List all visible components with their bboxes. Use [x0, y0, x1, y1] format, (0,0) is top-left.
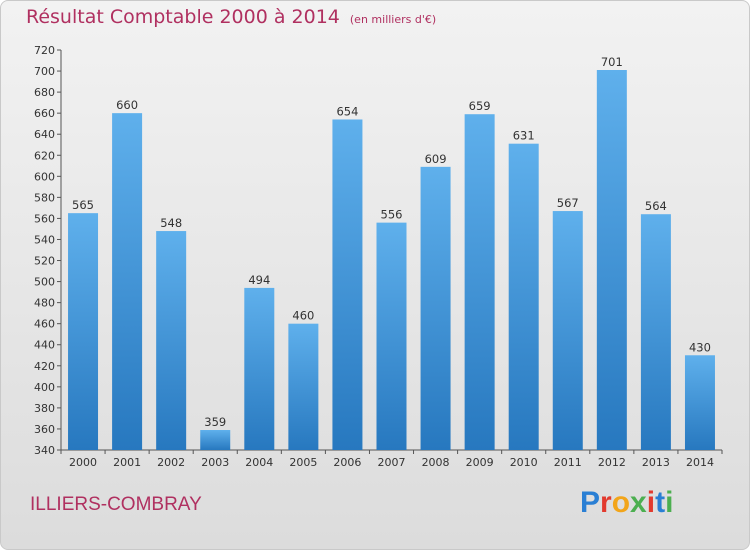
- y-tick-label: 360: [34, 423, 55, 436]
- chart-subtitle: (en milliers d'€): [349, 13, 437, 26]
- y-tick-label: 660: [34, 107, 55, 120]
- bar-2006: [332, 119, 363, 450]
- bar-2000: [68, 213, 99, 450]
- y-tick-label: 440: [34, 339, 55, 352]
- x-tick-label: 2005: [289, 456, 317, 469]
- y-tick-label: 640: [34, 128, 55, 141]
- value-label-2003: 359: [204, 415, 226, 429]
- value-label-2002: 548: [160, 216, 182, 230]
- bar-2001: [112, 113, 143, 450]
- y-tick-label: 680: [34, 86, 55, 99]
- bar-2003: [200, 430, 231, 450]
- x-tick-label: 2004: [245, 456, 273, 469]
- value-label-2009: 659: [469, 99, 491, 113]
- logo-letter: i: [646, 486, 656, 519]
- y-tick-label: 580: [34, 191, 55, 204]
- place-name: ILLIERS-COMBRAY: [30, 494, 202, 515]
- x-tick-label: 2006: [333, 456, 361, 469]
- logo-letter: o: [611, 486, 631, 519]
- chart-title-text: Résultat Comptable 2000 à 2014: [26, 6, 340, 28]
- x-tick-label: 2003: [201, 456, 229, 469]
- value-label-2005: 460: [292, 309, 314, 323]
- value-label-2014: 430: [689, 340, 711, 354]
- value-label-2000: 565: [72, 198, 94, 212]
- y-tick-label: 720: [34, 44, 55, 57]
- value-label-2010: 631: [513, 129, 535, 143]
- y-tick-label: 420: [34, 360, 55, 373]
- proxiti-logo: Proxiti: [580, 486, 673, 520]
- x-tick-label: 2000: [69, 456, 97, 469]
- x-tick-label: 2013: [642, 456, 670, 469]
- x-tick-label: 2002: [157, 456, 185, 469]
- bar-2013: [640, 214, 671, 450]
- value-label-2004: 494: [248, 273, 270, 287]
- logo-letter: t: [655, 486, 666, 519]
- y-tick-label: 340: [34, 444, 55, 457]
- value-label-2011: 567: [557, 196, 579, 210]
- bar-2011: [552, 211, 583, 450]
- bar-2007: [376, 222, 407, 450]
- logo-letter: P: [580, 486, 601, 519]
- y-tick-label: 400: [34, 381, 55, 394]
- y-tick-label: 540: [34, 233, 55, 246]
- bar-2005: [288, 323, 319, 450]
- value-label-2007: 556: [381, 208, 403, 222]
- x-tick-label: 2001: [113, 456, 141, 469]
- bar-2014: [684, 355, 715, 450]
- value-label-2013: 564: [645, 199, 667, 213]
- y-tick-label: 460: [34, 318, 55, 331]
- bar-2010: [508, 143, 539, 450]
- y-tick-label: 600: [34, 170, 55, 183]
- y-tick-label: 560: [34, 212, 55, 225]
- bar-2008: [420, 166, 451, 450]
- x-tick-label: 2010: [510, 456, 538, 469]
- x-tick-label: 2014: [686, 456, 714, 469]
- value-label-2012: 701: [601, 55, 623, 69]
- value-label-2001: 660: [116, 98, 138, 112]
- x-tick-label: 2008: [422, 456, 450, 469]
- x-tick-label: 2012: [598, 456, 626, 469]
- y-tick-label: 500: [34, 276, 55, 289]
- logo-letter: i: [665, 486, 674, 519]
- y-tick-label: 520: [34, 255, 55, 268]
- x-tick-label: 2009: [466, 456, 494, 469]
- bar-2002: [156, 231, 187, 450]
- value-label-2006: 654: [336, 104, 358, 118]
- logo-letter: r: [600, 486, 612, 519]
- bar-2009: [464, 114, 495, 451]
- chart-labels: 565 660 548 359 494 460 654 556 609 659 631 567 701 5…: [72, 55, 711, 429]
- bar-2012: [596, 70, 627, 450]
- logo-letter: x: [630, 486, 647, 519]
- y-tick-label: 480: [34, 297, 55, 310]
- value-label-2008: 609: [425, 152, 447, 166]
- y-tick-label: 700: [34, 65, 55, 78]
- chart-title: Résultat Comptable 2000 à 2014 (en millie…: [26, 6, 436, 28]
- chart-axes: 340 360 380 400 420 440 460 480 500 520 540 560 580 6…: [34, 44, 723, 469]
- x-tick-label: 2011: [554, 456, 582, 469]
- y-tick-label: 620: [34, 149, 55, 162]
- bar-2004: [244, 287, 275, 450]
- x-tick-label: 2007: [378, 456, 406, 469]
- y-tick-label: 380: [34, 402, 55, 415]
- chart-bars: [68, 70, 715, 451]
